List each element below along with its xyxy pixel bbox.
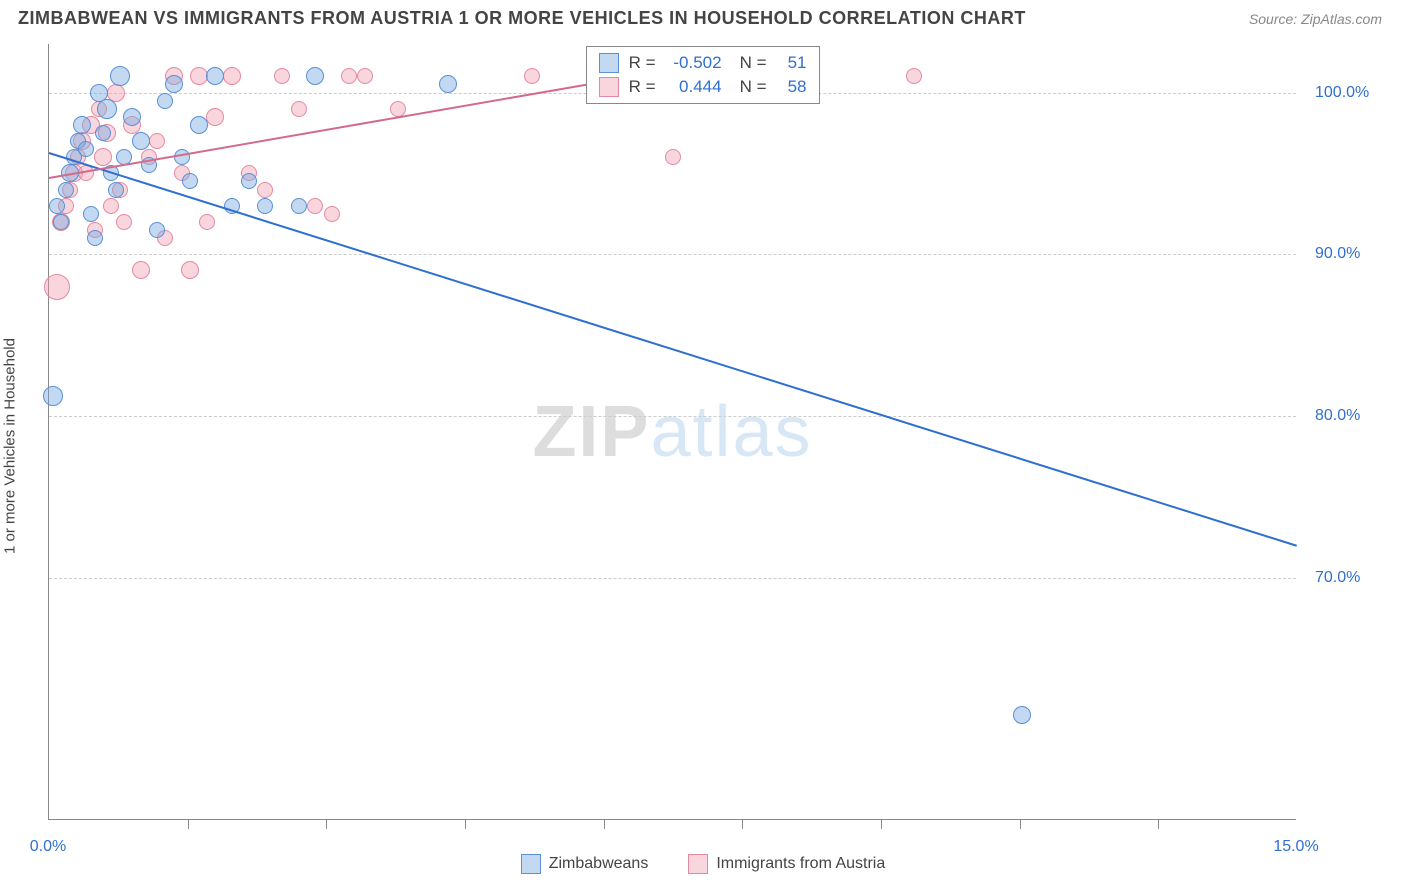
x-tick xyxy=(604,819,605,829)
scatter-point-b xyxy=(341,68,357,84)
scatter-point-a xyxy=(87,230,103,246)
trendline-a xyxy=(49,152,1298,547)
scatter-point-b xyxy=(149,133,165,149)
scatter-point-a xyxy=(439,75,457,93)
x-tick xyxy=(1158,819,1159,829)
x-tick-label: 0.0% xyxy=(30,838,66,856)
gridline xyxy=(49,254,1296,255)
stats-row: R = -0.502 N = 51 xyxy=(599,51,807,75)
scatter-point-b xyxy=(44,274,70,300)
x-tick xyxy=(1020,819,1021,829)
legend-swatch-b xyxy=(688,854,708,874)
scatter-point-a xyxy=(182,173,198,189)
source-attribution: Source: ZipAtlas.com xyxy=(1249,11,1382,27)
scatter-point-b xyxy=(116,214,132,230)
scatter-point-a xyxy=(53,214,69,230)
x-tick xyxy=(881,819,882,829)
scatter-point-a xyxy=(49,198,65,214)
x-tick xyxy=(326,819,327,829)
scatter-point-b xyxy=(132,261,150,279)
y-axis-title: 1 or more Vehicles in Household xyxy=(2,338,19,554)
trendline-b xyxy=(49,68,673,178)
legend-label-a: Zimbabweans xyxy=(549,855,649,873)
y-tick-label: 100.0% xyxy=(1315,84,1369,102)
scatter-point-a xyxy=(206,67,224,85)
scatter-point-b xyxy=(257,182,273,198)
scatter-point-a xyxy=(110,66,130,86)
stats-r-label: R = xyxy=(629,77,656,97)
scatter-point-a xyxy=(157,93,173,109)
scatter-point-a xyxy=(257,198,273,214)
scatter-point-a xyxy=(97,99,117,119)
scatter-point-a xyxy=(190,116,208,134)
scatter-point-b xyxy=(103,198,119,214)
scatter-point-a xyxy=(83,206,99,222)
scatter-point-a xyxy=(174,149,190,165)
scatter-point-a xyxy=(165,75,183,93)
scatter-point-a xyxy=(58,182,74,198)
watermark-atlas: atlas xyxy=(650,392,812,472)
x-tick xyxy=(188,819,189,829)
stats-r-label: R = xyxy=(629,53,656,73)
scatter-point-a xyxy=(149,222,165,238)
scatter-point-b xyxy=(524,68,540,84)
y-tick-label: 70.0% xyxy=(1315,569,1360,587)
scatter-point-b xyxy=(307,198,323,214)
stats-swatch xyxy=(599,53,619,73)
scatter-point-b xyxy=(357,68,373,84)
gridline xyxy=(49,416,1296,417)
scatter-point-a xyxy=(1013,706,1031,724)
scatter-point-b xyxy=(94,148,112,166)
legend: Zimbabweans Immigrants from Austria xyxy=(0,854,1406,874)
scatter-point-a xyxy=(108,182,124,198)
stats-r-value: -0.502 xyxy=(666,53,722,73)
scatter-point-a xyxy=(132,132,150,150)
y-tick-label: 80.0% xyxy=(1315,407,1360,425)
chart-title: ZIMBABWEAN VS IMMIGRANTS FROM AUSTRIA 1 … xyxy=(18,8,1026,29)
x-tick-label: 15.0% xyxy=(1273,838,1318,856)
legend-label-b: Immigrants from Austria xyxy=(716,855,885,873)
stats-n-value: 58 xyxy=(777,77,807,97)
x-tick xyxy=(465,819,466,829)
stats-box: R = -0.502 N = 51 R = 0.444 N = 58 xyxy=(586,46,820,104)
scatter-point-b xyxy=(906,68,922,84)
scatter-point-a xyxy=(306,67,324,85)
legend-item-b: Immigrants from Austria xyxy=(688,854,885,874)
legend-item-a: Zimbabweans xyxy=(521,854,649,874)
stats-n-label: N = xyxy=(740,53,767,73)
stats-n-label: N = xyxy=(740,77,767,97)
stats-row: R = 0.444 N = 58 xyxy=(599,75,807,99)
scatter-point-b xyxy=(206,108,224,126)
gridline xyxy=(49,578,1296,579)
scatter-point-b xyxy=(324,206,340,222)
scatter-point-a xyxy=(241,173,257,189)
scatter-point-b xyxy=(274,68,290,84)
stats-swatch xyxy=(599,77,619,97)
scatter-point-b xyxy=(190,67,208,85)
scatter-point-a xyxy=(123,108,141,126)
scatter-point-b xyxy=(223,67,241,85)
y-tick-label: 90.0% xyxy=(1315,245,1360,263)
scatter-point-a xyxy=(95,125,111,141)
legend-swatch-a xyxy=(521,854,541,874)
stats-n-value: 51 xyxy=(777,53,807,73)
scatter-point-b xyxy=(181,261,199,279)
scatter-point-b xyxy=(665,149,681,165)
scatter-point-b xyxy=(199,214,215,230)
scatter-point-a xyxy=(78,141,94,157)
watermark-zip: ZIP xyxy=(532,392,650,472)
scatter-point-b xyxy=(291,101,307,117)
scatter-point-a xyxy=(73,116,91,134)
scatter-point-a xyxy=(43,386,63,406)
scatter-point-a xyxy=(291,198,307,214)
watermark: ZIPatlas xyxy=(532,391,812,473)
x-tick xyxy=(742,819,743,829)
chart-plot-area: ZIPatlas 70.0%80.0%90.0%100.0%R =-0.502N… xyxy=(48,44,1296,820)
stats-r-value: 0.444 xyxy=(666,77,722,97)
